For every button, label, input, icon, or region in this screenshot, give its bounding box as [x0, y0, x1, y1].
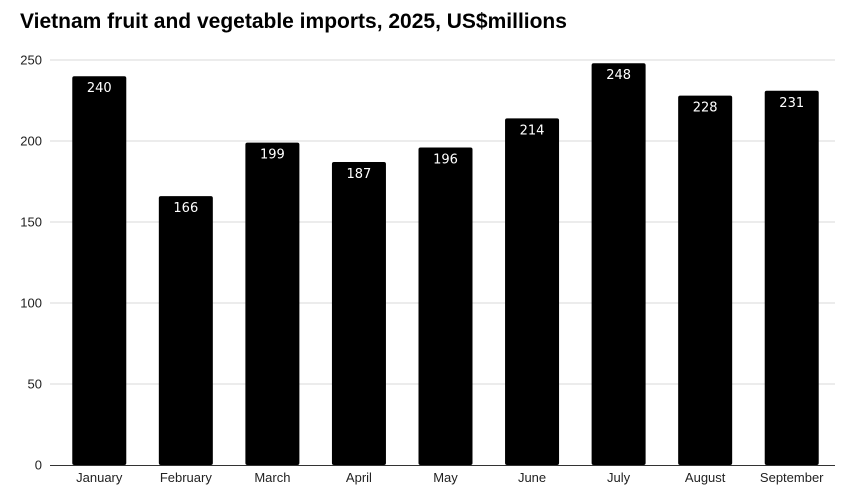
y-tick-label: 150 [20, 215, 42, 230]
bar-august [678, 95, 733, 465]
x-tick-label: July [607, 470, 631, 485]
x-tick-label: March [254, 470, 290, 485]
y-tick-label: 0 [35, 458, 42, 473]
bar-january [72, 76, 127, 465]
bar-value-label: 240 [87, 81, 112, 96]
bar-february [158, 196, 213, 465]
x-tick-label: August [685, 470, 726, 485]
bar-june [505, 118, 560, 465]
bar-july [591, 63, 646, 466]
bar-value-label: 248 [606, 68, 631, 83]
bar-september [764, 90, 819, 465]
bar-april [331, 162, 386, 465]
bar-value-label: 187 [347, 167, 372, 182]
bar-march [245, 142, 300, 465]
bar-may [418, 147, 473, 466]
bar-value-label: 196 [433, 152, 458, 167]
bar-value-label: 199 [260, 148, 285, 163]
chart-title: Vietnam fruit and vegetable imports, 202… [20, 10, 567, 33]
bar-value-label: 166 [173, 201, 198, 216]
x-tick-label: September [760, 470, 824, 485]
bar-value-label: 228 [693, 101, 718, 116]
x-axis-ticks: January February March April May June July Augu… [76, 470, 824, 485]
x-tick-label: May [433, 470, 458, 485]
x-tick-label: June [518, 470, 546, 485]
x-tick-label: January [76, 470, 123, 485]
y-axis-ticks: 0 50 100 150 200 250 [20, 53, 42, 473]
bars: 240 166 199 187 196 214 248 228 231 [72, 63, 819, 466]
y-tick-label: 50 [28, 377, 42, 392]
y-tick-label: 250 [20, 53, 42, 68]
y-tick-label: 100 [20, 296, 42, 311]
y-tick-label: 200 [20, 134, 42, 149]
bar-value-label: 231 [779, 96, 804, 111]
x-tick-label: April [346, 470, 372, 485]
bar-value-label: 214 [520, 123, 545, 138]
x-tick-label: February [160, 470, 213, 485]
